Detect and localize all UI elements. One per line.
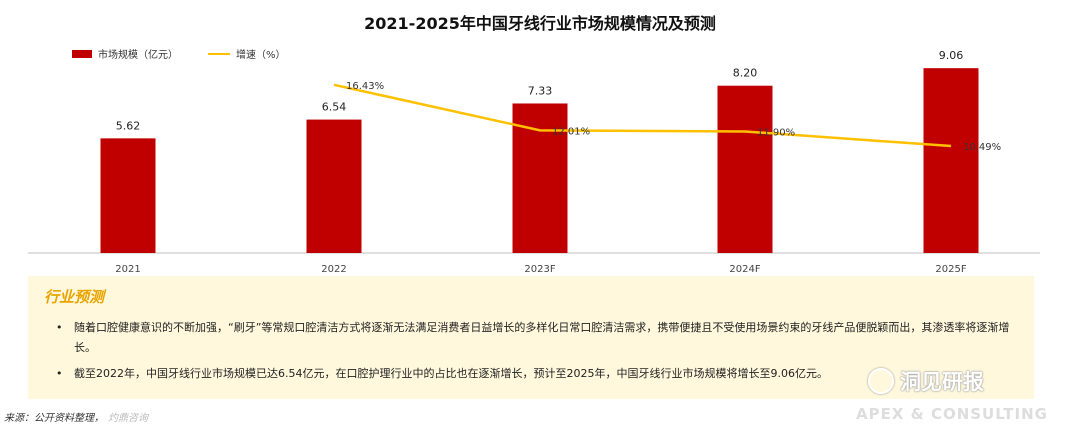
growth-value-label: 16.43%: [346, 81, 384, 92]
legend-bar-swatch: [72, 49, 92, 58]
growth-value-label: 11.90%: [757, 127, 795, 138]
growth-value-label: 10.49%: [963, 142, 1001, 153]
growth-value-label: 12.01%: [552, 126, 590, 137]
forecast-panel: 行业预测 • 随着口腔健康意识的不断加强，“刷牙”等常规口腔清洁方式将逐渐无法满…: [28, 276, 1034, 399]
bar-value-label: 9.06: [939, 49, 964, 62]
bar: [512, 103, 568, 253]
source-faded: 灼鼎咨询: [108, 413, 148, 424]
bar-value-label: 6.54: [322, 101, 347, 114]
chart-legend: 市场规模（亿元） 增速（%）: [72, 46, 286, 61]
bar-value-label: 5.62: [116, 119, 141, 132]
bar-value-label: 7.33: [528, 84, 553, 97]
legend-bar-label: 市场规模（亿元）: [98, 50, 178, 61]
bar: [923, 68, 979, 254]
bullet-list: • 随着口腔健康意识的不断加强，“刷牙”等常规口腔清洁方式将逐渐无法满足消费者日…: [56, 318, 1016, 390]
legend-line-label: 增速（%）: [236, 50, 286, 61]
bar: [306, 119, 362, 253]
bar: [717, 85, 773, 253]
bullet-dot: •: [56, 321, 63, 334]
bullet-dot: •: [56, 367, 63, 380]
x-tick-label: 2025F: [935, 264, 966, 275]
x-tick-label: 2022: [321, 264, 346, 275]
x-tick-label: 2024F: [729, 264, 760, 275]
bullet-item: • 截至2022年，中国牙线行业市场规模已达6.54亿元，在口腔护理行业中的占比…: [56, 364, 1016, 384]
legend-line-swatch: [208, 52, 230, 55]
bar-value-label: 8.20: [733, 67, 758, 80]
source-note: 来源：公开资料整理， 灼鼎咨询: [4, 409, 148, 424]
chart-title: 2021-2025年中国牙线行业市场规模情况及预测: [364, 14, 716, 33]
bullet-item: • 随着口腔健康意识的不断加强，“刷牙”等常规口腔清洁方式将逐渐无法满足消费者日…: [56, 318, 1016, 358]
watermark-text: 洞见研报: [900, 370, 984, 394]
brand-text: APEX & CONSULTING: [856, 405, 1048, 423]
bar: [100, 138, 156, 253]
watermark: 洞见研报: [868, 366, 984, 396]
source-label: 来源：公开资料整理，: [4, 413, 104, 424]
growth-line: [333, 83, 952, 148]
x-tick-label: 2021: [115, 264, 140, 275]
chart-canvas: 5.62 2021 6.54 2022 7.33 2023F 8.20 2024F 9.06 20…: [28, 49, 1040, 275]
x-tick-label: 2023F: [524, 264, 555, 275]
bullet-text: 随着口腔健康意识的不断加强，“刷牙”等常规口腔清洁方式将逐渐无法满足消费者日益增…: [74, 321, 1010, 354]
panel-title: 行业预测: [44, 288, 105, 306]
wechat-icon: [868, 368, 894, 394]
bullet-text: 截至2022年，中国牙线行业市场规模已达6.54亿元，在口腔护理行业中的占比也在…: [74, 367, 828, 380]
